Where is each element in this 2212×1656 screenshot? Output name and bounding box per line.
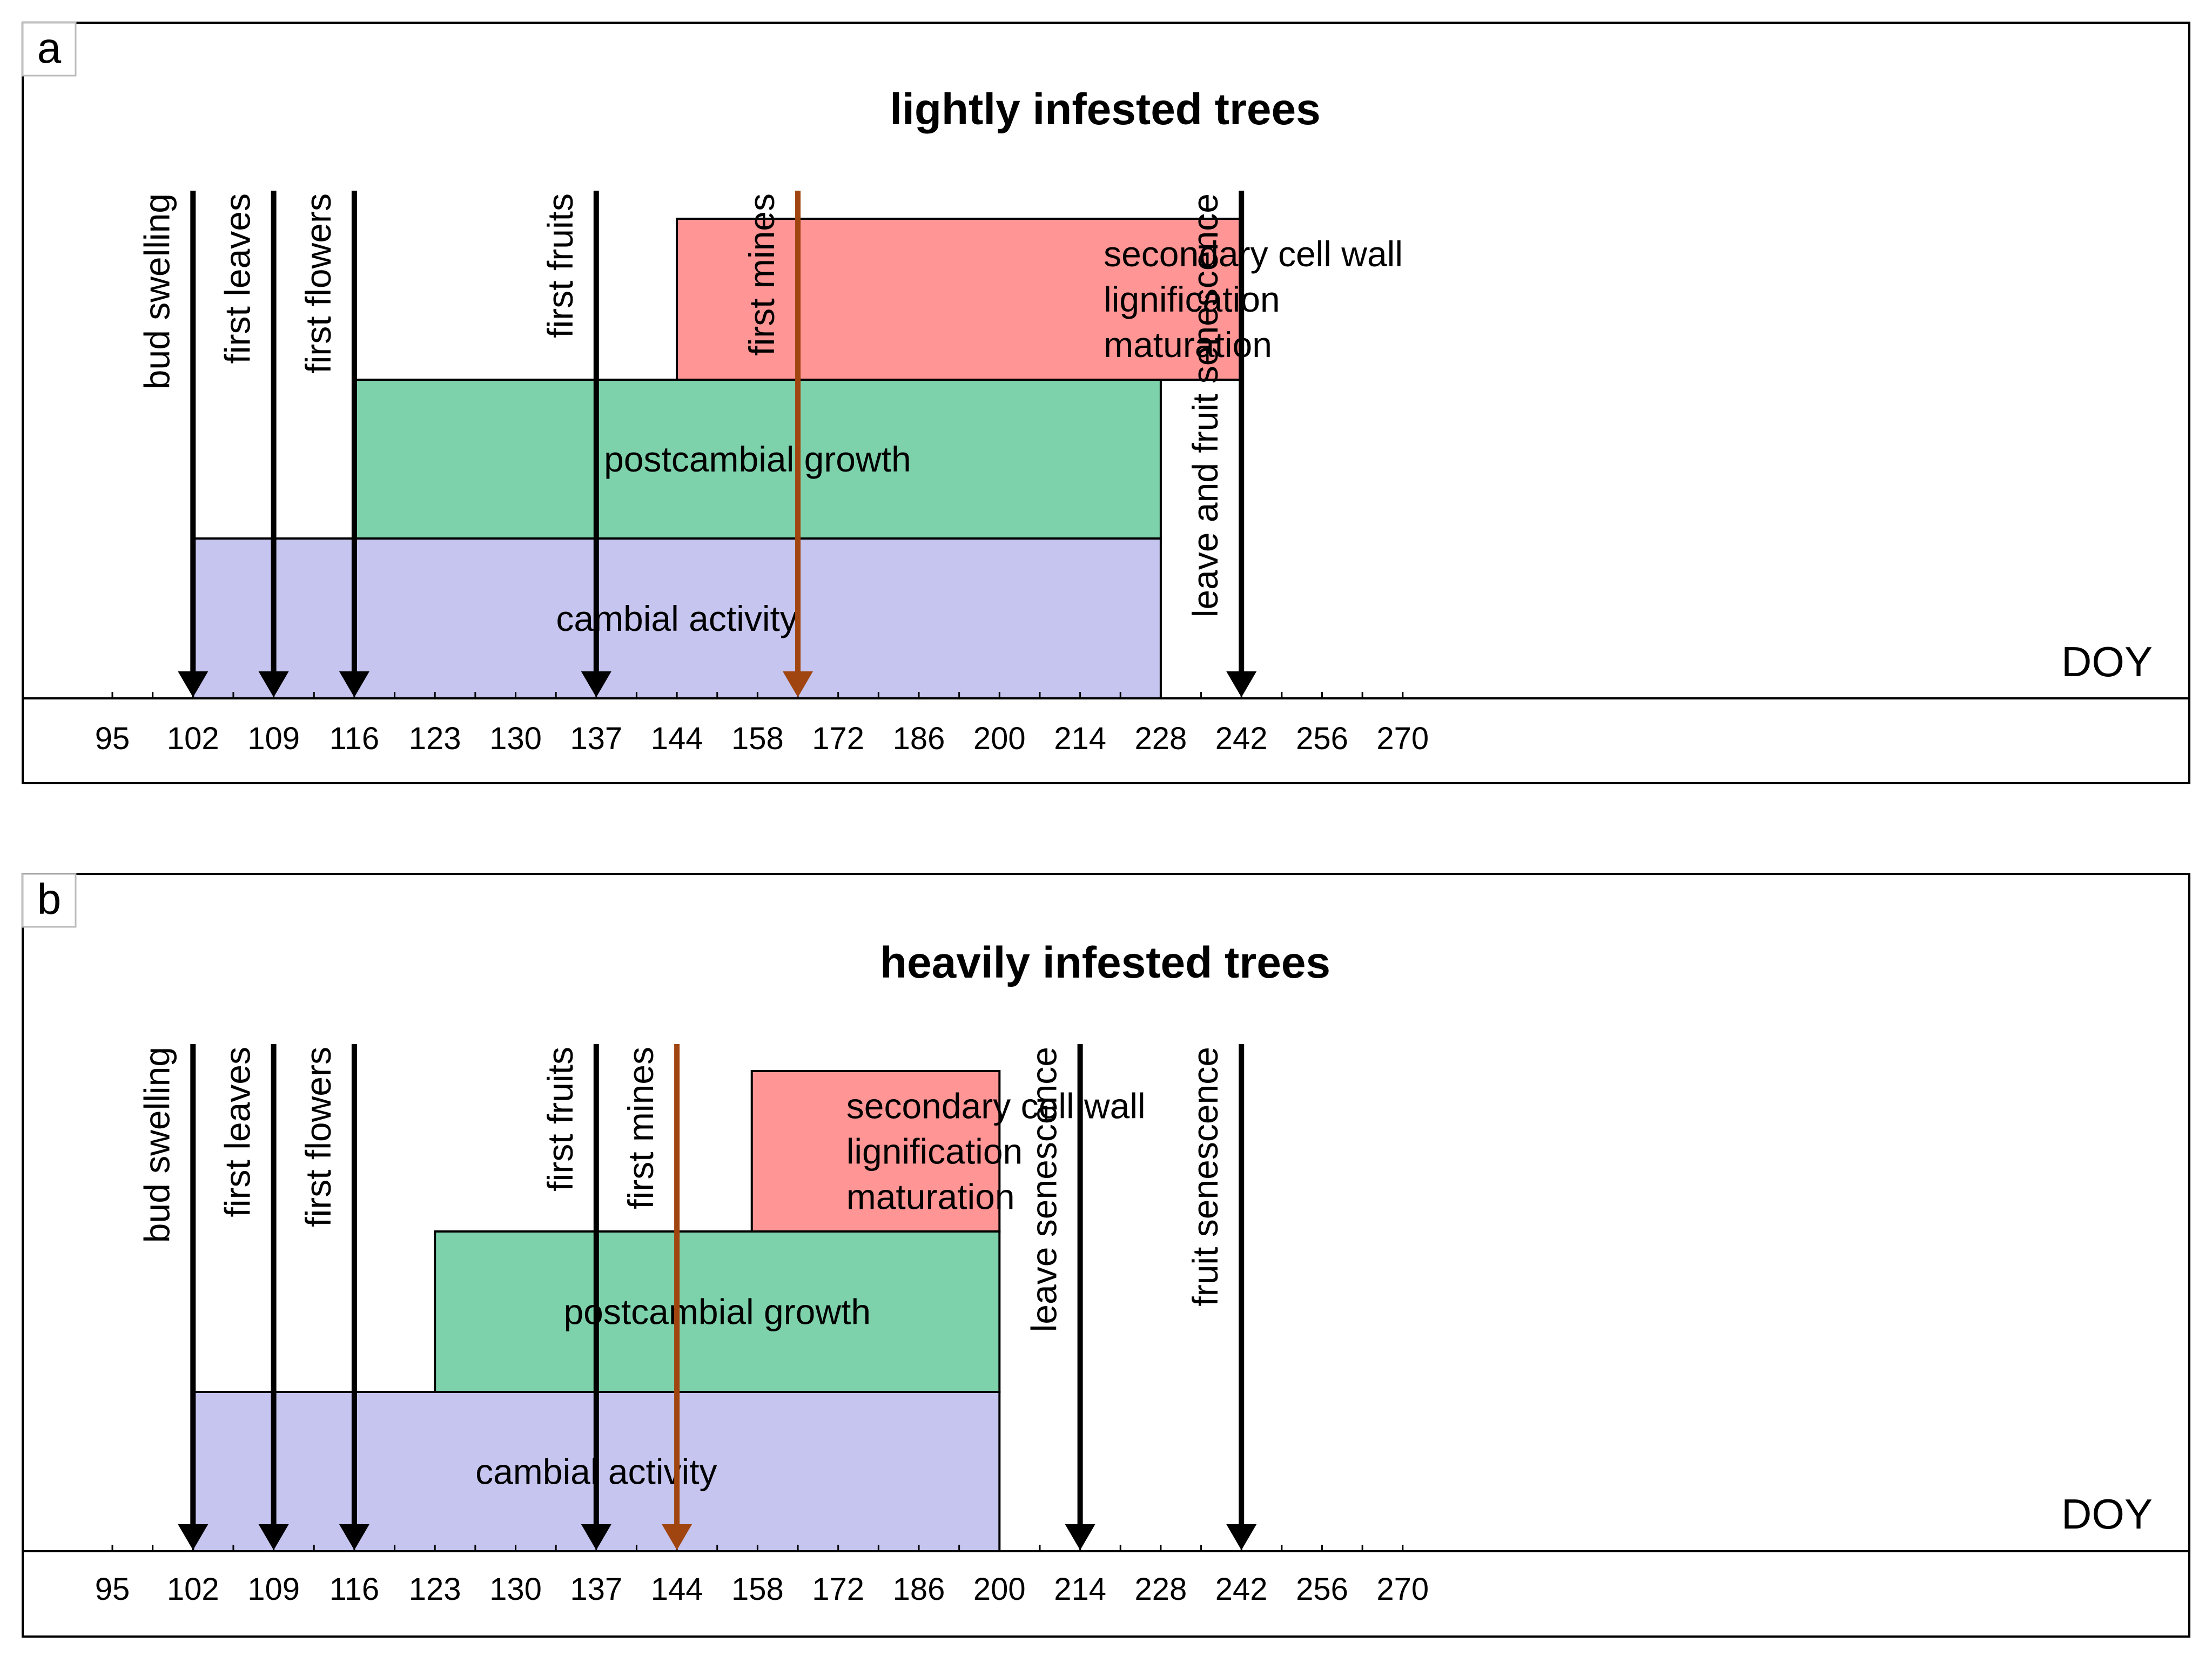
x-tick-label: 228 <box>1135 721 1187 756</box>
event-first-flowers-label: first flowers <box>298 1047 338 1227</box>
event-bud-swelling-label: bud swelling <box>137 1047 177 1243</box>
event-bud-swelling-label: bud swelling <box>137 193 177 389</box>
x-axis-label: DOY <box>2061 1490 2153 1538</box>
event-leave-and-fruit-senescence-arrowhead <box>1226 671 1257 697</box>
panel-label-box <box>22 22 77 77</box>
x-tick-label: 137 <box>570 721 622 756</box>
x-tick-label: 116 <box>330 721 379 756</box>
x-tick-label: 200 <box>973 1572 1026 1607</box>
event-first-mines-label: first mines <box>742 193 782 356</box>
x-tick-label: 102 <box>167 721 219 756</box>
x-tick-label: 109 <box>247 1572 300 1607</box>
event-leave-senescence-arrowhead <box>1065 1524 1095 1550</box>
x-tick-label: 256 <box>1296 1572 1348 1607</box>
x-tick-label: 158 <box>731 1572 784 1607</box>
x-tick-label: 95 <box>95 721 130 756</box>
event-first-fruits-label: first fruits <box>540 1047 580 1191</box>
x-tick-label: 172 <box>812 721 864 756</box>
x-tick-label: 242 <box>1215 1572 1268 1607</box>
x-tick-label: 256 <box>1296 721 1348 756</box>
x-tick-label: 123 <box>409 721 461 756</box>
x-tick-label: 186 <box>893 721 945 756</box>
x-tick-label: 130 <box>489 721 542 756</box>
x-tick-label: 200 <box>973 721 1026 756</box>
x-tick-label: 144 <box>651 721 703 756</box>
event-first-fruits-arrowhead <box>581 671 611 697</box>
bar-secondary-cell-wall-label-1: secondary cell wall <box>1104 234 1403 274</box>
x-tick-label: 270 <box>1376 721 1429 756</box>
event-first-leaves-label: first leaves <box>218 193 258 363</box>
event-leave-and-fruit-senescence-label: leave and fruit senescence <box>1185 193 1225 617</box>
x-tick-label: 137 <box>570 1572 622 1607</box>
bar-postcambial-growth-label: postcambial growth <box>604 439 911 479</box>
event-first-flowers-arrowhead <box>339 671 369 697</box>
x-tick-label: 109 <box>247 721 300 756</box>
x-tick-label: 95 <box>95 1572 130 1607</box>
x-tick-label: 123 <box>409 1572 461 1607</box>
x-tick-label: 158 <box>731 721 784 756</box>
bar-cambial-activity-label: cambial activity <box>556 598 797 638</box>
event-first-leaves-arrowhead <box>258 1524 289 1550</box>
event-bud-swelling-arrowhead <box>178 671 209 697</box>
event-fruit-senescence-arrowhead <box>1226 1524 1257 1550</box>
event-first-mines-arrowhead <box>662 1524 692 1550</box>
panel-label: b <box>37 875 62 923</box>
x-tick-label: 228 <box>1135 1572 1187 1607</box>
event-first-leaves-arrowhead <box>258 671 289 697</box>
bar-secondary-cell-wall <box>750 1070 1001 1233</box>
event-first-fruits-label: first fruits <box>540 193 580 338</box>
bar-secondary-cell-wall-label-2: lignification <box>846 1132 1023 1172</box>
bar-secondary-cell-wall <box>676 218 1243 381</box>
x-tick-label: 130 <box>489 1572 542 1607</box>
bar-secondary-cell-wall-label-1: secondary cell wall <box>846 1086 1146 1126</box>
x-tick-label: 242 <box>1215 721 1268 756</box>
event-first-mines-label: first mines <box>621 1047 661 1209</box>
event-leave-senescence-label: leave senescence <box>1024 1047 1064 1332</box>
x-tick-label: 214 <box>1054 1572 1106 1607</box>
bar-postcambial-growth-label: postcambial growth <box>563 1292 871 1332</box>
panel-label-box <box>22 873 77 928</box>
chart-title: heavily infested trees <box>880 938 1330 987</box>
panel-frame <box>22 873 2190 1638</box>
bar-secondary-cell-wall-label-3: maturation <box>846 1177 1015 1217</box>
event-first-flowers-arrowhead <box>339 1524 369 1550</box>
x-tick-label: 172 <box>812 1572 864 1607</box>
panel-a: a lightly infested trees cambial activity p… <box>22 22 2190 784</box>
bar-postcambial-growth <box>434 1230 1001 1393</box>
x-tick-label: 270 <box>1376 1572 1429 1607</box>
event-first-leaves-label: first leaves <box>218 1047 258 1217</box>
x-axis-label: DOY <box>2061 638 2153 685</box>
panel-label: a <box>37 24 62 72</box>
x-tick-label: 214 <box>1054 721 1106 756</box>
event-first-mines-arrowhead <box>783 671 813 697</box>
event-first-flowers-label: first flowers <box>298 193 338 374</box>
panel-frame <box>22 22 2190 784</box>
event-bud-swelling-arrowhead <box>178 1524 209 1550</box>
x-tick-label: 116 <box>330 1572 379 1607</box>
event-first-fruits-arrowhead <box>581 1524 611 1550</box>
x-tick-label: 144 <box>651 1572 703 1607</box>
bar-secondary-cell-wall-label-2: lignification <box>1104 279 1280 319</box>
x-tick-label: 186 <box>893 1572 945 1607</box>
chart-title: lightly infested trees <box>890 85 1320 134</box>
x-tick-label: 102 <box>167 1572 219 1607</box>
event-fruit-senescence-label: fruit senescence <box>1185 1047 1225 1307</box>
